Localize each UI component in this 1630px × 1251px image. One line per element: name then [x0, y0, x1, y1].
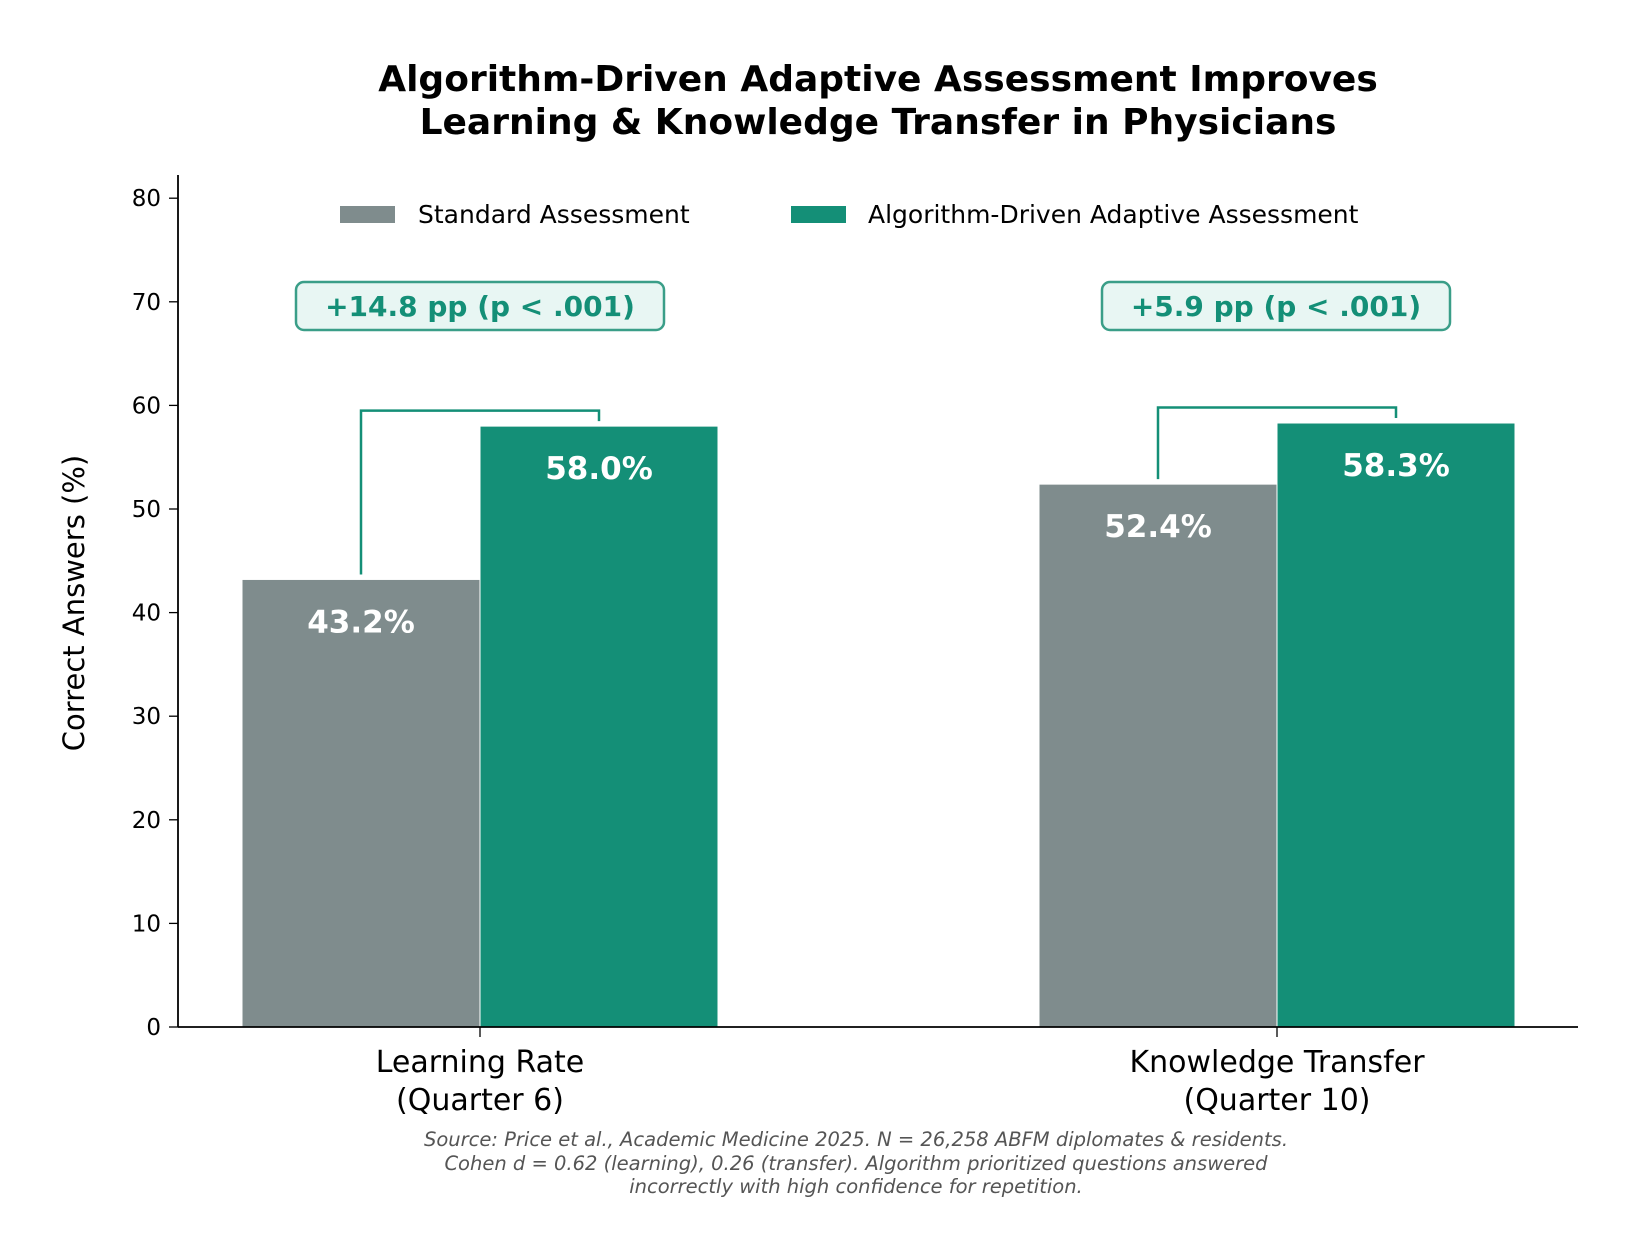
- y-tick-label: 70: [132, 290, 161, 316]
- chart-title-line-1: Algorithm-Driven Adaptive Assessment Imp…: [378, 59, 1378, 100]
- y-axis-label: Correct Answers (%): [57, 455, 91, 751]
- source-note-line-1: Source: Price et al., Academic Medicine …: [424, 1128, 1288, 1151]
- bar-value-label: 52.4%: [1104, 509, 1212, 545]
- significance-bracket: [1156, 406, 1398, 480]
- legend-label-adaptive: Algorithm-Driven Adaptive Assessment: [868, 200, 1359, 229]
- y-tick-label: 50: [132, 497, 161, 523]
- annotation-box: [1100, 280, 1452, 332]
- y-tick-label: 20: [132, 808, 161, 834]
- x-tick-label-transfer-1: Knowledge Transfer: [1129, 1045, 1425, 1080]
- bar-standard-1: [1038, 483, 1278, 1028]
- legend-swatch-adaptive: [791, 206, 846, 223]
- legend-swatch-standard: [340, 206, 395, 223]
- bar-value-label: 58.0%: [545, 451, 653, 487]
- legend: Standard Assessment Algorithm-Driven Ada…: [340, 200, 1359, 229]
- x-tick-label-learning-1: Learning Rate: [376, 1045, 585, 1080]
- x-tick-label-transfer-2: (Quarter 10): [1183, 1083, 1370, 1118]
- source-note-line-3: incorrectly with high confidence for rep…: [629, 1175, 1083, 1198]
- y-tick-label: 80: [132, 186, 161, 212]
- y-tick-label: 60: [132, 393, 161, 419]
- chart-title-line-2: Learning & Knowledge Transfer in Physici…: [420, 102, 1337, 143]
- bar-adaptive-1: [1276, 422, 1516, 1028]
- source-note-line-2: Cohen d = 0.62 (learning), 0.26 (transfe…: [444, 1152, 1268, 1175]
- significance-bracket: [359, 409, 601, 575]
- x-tick-label-learning-2: (Quarter 6): [396, 1083, 564, 1118]
- legend-label-standard: Standard Assessment: [418, 200, 690, 229]
- y-tick-label: 10: [132, 911, 161, 937]
- y-tick-label: 0: [146, 1015, 161, 1041]
- bar-value-label: 43.2%: [307, 604, 415, 640]
- bar-adaptive-0: [479, 425, 719, 1028]
- annotation-text: +5.9 pp (p < .001): [1131, 290, 1421, 323]
- annotation-box: [294, 280, 666, 332]
- y-tick-label: 30: [132, 704, 161, 730]
- y-tick-label: 40: [132, 601, 161, 627]
- bar-value-label: 58.3%: [1342, 448, 1450, 484]
- annotation-text: +14.8 pp (p < .001): [325, 290, 635, 323]
- bar-standard-0: [241, 578, 481, 1028]
